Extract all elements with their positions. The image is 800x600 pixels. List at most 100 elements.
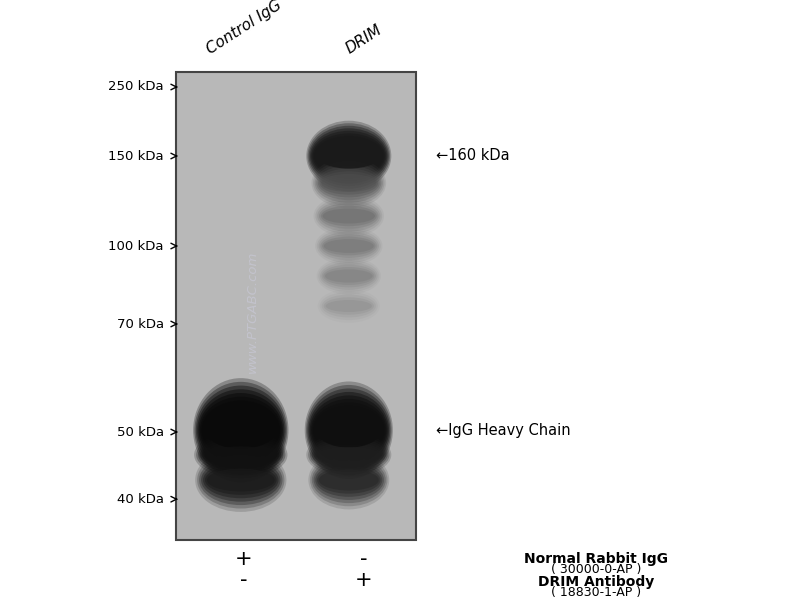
Ellipse shape: [321, 206, 377, 226]
Ellipse shape: [315, 139, 382, 173]
Ellipse shape: [314, 136, 384, 176]
Text: 40 kDa: 40 kDa: [117, 493, 164, 506]
Ellipse shape: [315, 445, 382, 465]
Text: 250 kDa: 250 kDa: [108, 80, 164, 94]
Ellipse shape: [320, 234, 378, 258]
Ellipse shape: [318, 200, 380, 232]
Ellipse shape: [205, 465, 277, 495]
Ellipse shape: [198, 436, 283, 473]
Ellipse shape: [312, 440, 386, 470]
Ellipse shape: [197, 451, 285, 509]
Ellipse shape: [320, 292, 378, 320]
Ellipse shape: [313, 161, 385, 205]
Ellipse shape: [315, 227, 382, 265]
Ellipse shape: [204, 408, 278, 452]
Ellipse shape: [203, 462, 278, 498]
Text: 100 kDa: 100 kDa: [109, 239, 164, 253]
Ellipse shape: [318, 447, 380, 463]
Text: 70 kDa: 70 kDa: [117, 317, 164, 331]
Ellipse shape: [314, 406, 384, 455]
Ellipse shape: [317, 229, 381, 263]
Ellipse shape: [322, 295, 376, 317]
Ellipse shape: [319, 469, 378, 491]
Ellipse shape: [310, 395, 388, 465]
Ellipse shape: [318, 289, 380, 323]
Ellipse shape: [199, 455, 282, 505]
Ellipse shape: [314, 195, 384, 237]
Ellipse shape: [307, 388, 390, 472]
Ellipse shape: [305, 382, 393, 479]
Ellipse shape: [314, 163, 383, 203]
Ellipse shape: [311, 158, 386, 208]
Ellipse shape: [194, 431, 287, 478]
Text: ( 30000-0-AP ): ( 30000-0-AP ): [551, 563, 641, 577]
Ellipse shape: [323, 267, 374, 285]
Text: +: +: [355, 570, 373, 590]
Ellipse shape: [312, 457, 386, 503]
Ellipse shape: [317, 257, 381, 295]
Ellipse shape: [196, 386, 286, 475]
Ellipse shape: [319, 203, 378, 229]
Ellipse shape: [196, 434, 286, 476]
Ellipse shape: [309, 126, 389, 186]
Ellipse shape: [317, 466, 381, 494]
Ellipse shape: [316, 141, 382, 171]
Ellipse shape: [318, 143, 380, 169]
Ellipse shape: [314, 460, 384, 500]
Ellipse shape: [310, 454, 387, 506]
Ellipse shape: [314, 442, 384, 467]
Ellipse shape: [207, 469, 274, 491]
Ellipse shape: [198, 393, 283, 467]
Ellipse shape: [306, 385, 391, 475]
Ellipse shape: [307, 123, 390, 189]
Ellipse shape: [312, 403, 386, 458]
Ellipse shape: [202, 404, 279, 456]
Ellipse shape: [315, 197, 382, 234]
Ellipse shape: [322, 208, 375, 223]
Ellipse shape: [318, 169, 380, 197]
Ellipse shape: [322, 265, 376, 287]
Ellipse shape: [324, 297, 374, 314]
Ellipse shape: [204, 444, 278, 466]
Text: Control IgG: Control IgG: [204, 0, 284, 57]
Ellipse shape: [195, 448, 286, 512]
Text: -: -: [240, 570, 248, 590]
Text: +: +: [235, 549, 253, 569]
Ellipse shape: [201, 458, 281, 502]
Ellipse shape: [200, 439, 282, 471]
Ellipse shape: [313, 133, 385, 179]
Ellipse shape: [320, 262, 378, 290]
Ellipse shape: [324, 239, 374, 253]
Text: 150 kDa: 150 kDa: [108, 149, 164, 163]
Ellipse shape: [315, 463, 382, 497]
Ellipse shape: [322, 236, 375, 256]
Text: -: -: [360, 549, 368, 569]
Ellipse shape: [206, 446, 275, 463]
Ellipse shape: [318, 260, 379, 292]
Ellipse shape: [316, 413, 382, 448]
FancyBboxPatch shape: [176, 72, 416, 540]
Ellipse shape: [194, 382, 287, 479]
Ellipse shape: [308, 451, 390, 509]
Ellipse shape: [319, 172, 378, 194]
Text: www.PTGABC.com: www.PTGABC.com: [246, 251, 258, 373]
Ellipse shape: [321, 174, 377, 192]
Ellipse shape: [306, 121, 391, 191]
Ellipse shape: [311, 131, 386, 181]
Ellipse shape: [325, 269, 373, 283]
Text: 50 kDa: 50 kDa: [117, 425, 164, 439]
Ellipse shape: [308, 436, 390, 474]
Ellipse shape: [318, 232, 379, 260]
Ellipse shape: [315, 409, 382, 451]
Ellipse shape: [310, 128, 388, 184]
Ellipse shape: [310, 437, 388, 472]
Text: DRIM Antibody: DRIM Antibody: [538, 575, 654, 589]
Ellipse shape: [193, 378, 289, 482]
Ellipse shape: [200, 397, 282, 464]
Ellipse shape: [311, 399, 386, 461]
Text: ←160 kDa: ←160 kDa: [436, 148, 510, 163]
Text: DRIM: DRIM: [343, 23, 385, 57]
Ellipse shape: [326, 300, 372, 312]
Text: ( 18830-1-AP ): ( 18830-1-AP ): [551, 586, 641, 599]
Ellipse shape: [309, 392, 389, 469]
